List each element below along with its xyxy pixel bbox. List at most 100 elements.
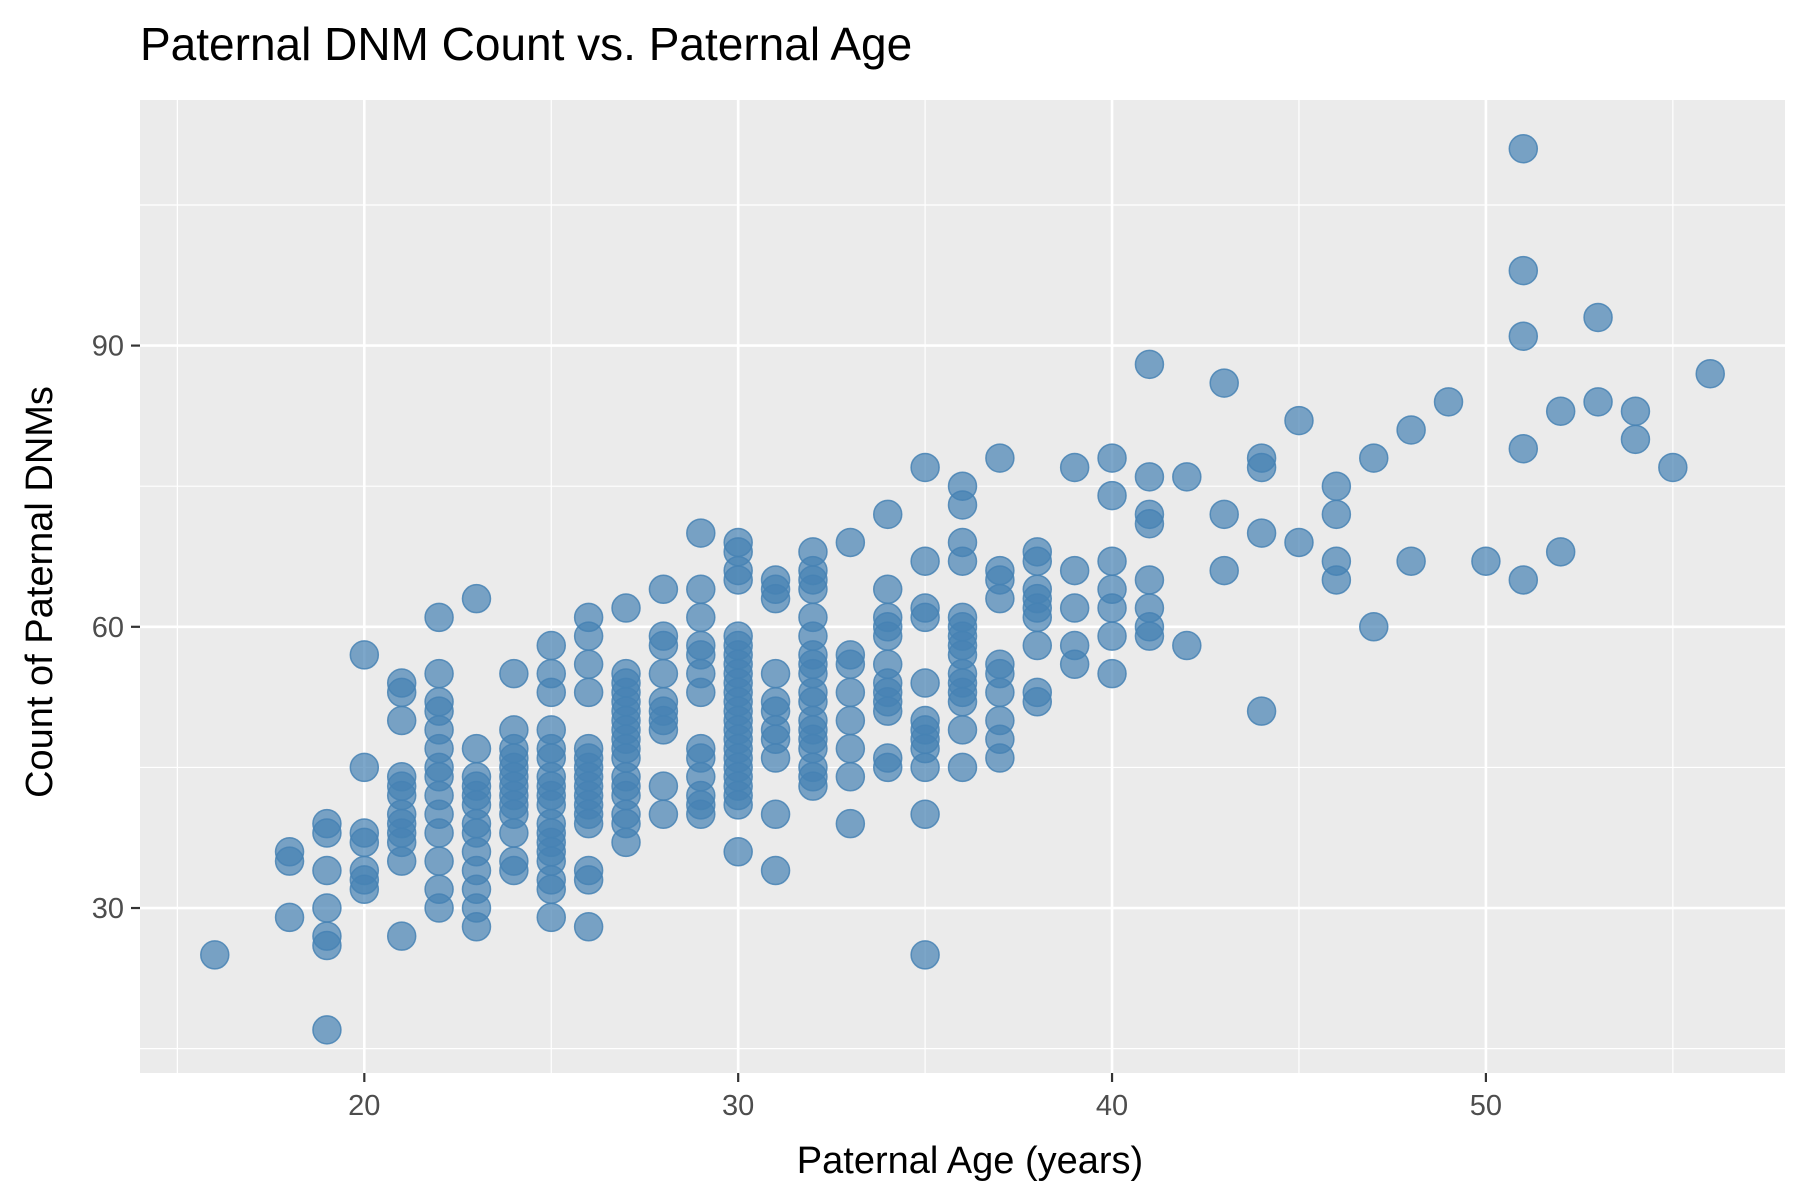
- x-tick-label: 20: [348, 1090, 380, 1122]
- data-point: [1508, 133, 1539, 164]
- data-point: [686, 630, 716, 661]
- data-point: [573, 677, 604, 708]
- data-point: [573, 912, 604, 942]
- data-point: [611, 593, 641, 623]
- data-point: [312, 921, 342, 951]
- data-point: [536, 715, 566, 745]
- data-point: [1097, 443, 1127, 473]
- x-tick-label: 30: [722, 1090, 754, 1122]
- data-point: [349, 818, 380, 848]
- data-point: [648, 574, 679, 605]
- plot-panel: [140, 100, 1785, 1073]
- data-point: [1097, 480, 1127, 511]
- data-point: [274, 902, 305, 933]
- data-point: [835, 677, 866, 708]
- data-point: [985, 555, 1015, 586]
- data-point: [910, 668, 940, 698]
- data-point: [1246, 443, 1277, 473]
- x-tick-label: 40: [1096, 1090, 1128, 1122]
- data-point: [1134, 462, 1165, 492]
- data-point: [872, 743, 903, 773]
- y-tick-label: 60: [92, 612, 124, 644]
- data-point: [424, 846, 454, 876]
- data-point: [1583, 387, 1613, 417]
- data-point: [1508, 433, 1539, 464]
- data-point: [349, 855, 380, 886]
- data-point: [1695, 358, 1725, 389]
- major-gridlines: [140, 100, 1785, 1073]
- data-point: [835, 705, 866, 736]
- data-point: [686, 518, 716, 548]
- data-point: [1396, 546, 1426, 576]
- data-point: [910, 546, 940, 576]
- data-point: [1321, 546, 1352, 576]
- data-point: [1134, 593, 1165, 623]
- x-axis: 20 30 40 50: [348, 1073, 1502, 1122]
- data-point: [947, 471, 978, 501]
- data-point: [1097, 658, 1127, 689]
- data-point: [835, 640, 866, 670]
- data-point: [349, 640, 380, 670]
- data-point: [461, 733, 492, 764]
- data-point: [536, 902, 566, 933]
- data-point: [312, 808, 342, 839]
- data-point: [872, 574, 903, 605]
- data-point: [1359, 443, 1389, 473]
- data-point: [200, 940, 230, 970]
- data-point: [1172, 462, 1202, 492]
- data-point: [723, 621, 753, 651]
- data-point: [910, 593, 940, 623]
- data-point: [1022, 630, 1053, 661]
- x-axis-title: Paternal Age (years): [797, 1140, 1143, 1182]
- data-point: [1284, 405, 1314, 436]
- data-point: [1097, 546, 1127, 576]
- data-point: [723, 837, 753, 867]
- data-point: [1433, 387, 1464, 417]
- data-point: [1209, 499, 1239, 530]
- data-point: [312, 893, 342, 923]
- data-point: [611, 658, 641, 689]
- data-point: [760, 565, 791, 595]
- data-point: [910, 705, 940, 736]
- data-point: [1059, 555, 1090, 586]
- data-point: [1545, 396, 1576, 426]
- data-point: [760, 799, 791, 830]
- y-tick-label: 30: [92, 893, 124, 925]
- data-point: [648, 771, 679, 801]
- data-point: [872, 649, 903, 680]
- data-point: [312, 855, 342, 886]
- data-point: [1321, 499, 1352, 530]
- data-point: [985, 705, 1015, 736]
- data-point: [424, 602, 454, 633]
- data-point: [536, 658, 566, 689]
- data-point: [536, 630, 566, 661]
- data-point: [573, 733, 604, 764]
- data-point: [1172, 630, 1202, 661]
- data-point: [1134, 565, 1165, 595]
- data-point: [461, 762, 492, 792]
- data-point: [499, 846, 529, 876]
- data-point: [686, 574, 716, 605]
- data-point: [947, 527, 978, 558]
- data-point: [573, 855, 604, 886]
- data-point: [1508, 255, 1539, 286]
- data-point: [1508, 321, 1539, 351]
- data-point: [760, 658, 791, 689]
- data-point: [1658, 452, 1688, 483]
- data-point: [499, 715, 529, 745]
- data-point: [798, 602, 828, 633]
- data-point: [386, 705, 417, 736]
- data-point: [835, 808, 866, 839]
- data-point: [648, 621, 679, 651]
- data-point: [835, 762, 866, 792]
- data-point: [349, 752, 380, 783]
- data-point: [1022, 574, 1053, 605]
- data-point: [1059, 452, 1090, 483]
- data-point: [573, 649, 604, 680]
- data-point: [1022, 677, 1053, 708]
- y-axis-title: Count of Paternal DNMs: [19, 386, 61, 798]
- data-point: [1059, 630, 1090, 661]
- data-point: [947, 602, 978, 633]
